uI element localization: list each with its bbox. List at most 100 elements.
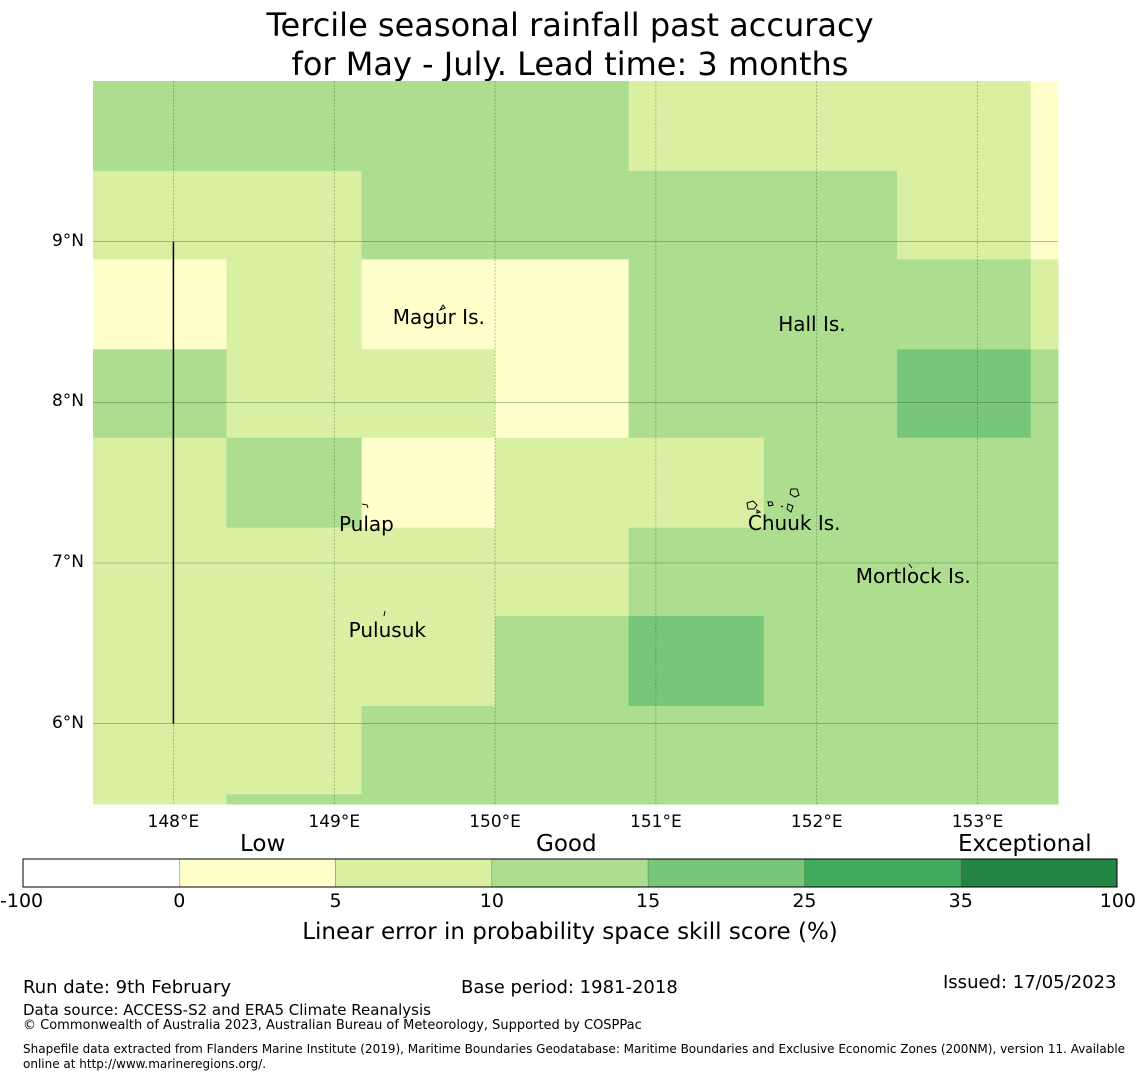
grid-cell: [763, 705, 898, 795]
grid-cell: [628, 81, 765, 172]
run-date: Run date: 9th February: [23, 977, 232, 998]
grid-cell: [763, 437, 898, 529]
grid-cell: [361, 794, 496, 805]
lon-tick-label: 151°E: [630, 812, 682, 832]
skill-grid: [93, 81, 1059, 805]
colorbar-tick-label: 25: [792, 890, 817, 912]
lat-tick-label: 7°N: [51, 552, 84, 572]
colorbar-segment: [23, 859, 180, 887]
grid-cell: [628, 616, 765, 707]
base-period: Base period: 1981-2018: [461, 977, 678, 998]
grid-cell: [897, 349, 1032, 439]
colorbar-segment: [647, 858, 805, 888]
grid-cell: [226, 81, 363, 172]
grid-cell: [763, 349, 898, 439]
lat-tick-label: 6°N: [51, 712, 84, 733]
island-label: Hall Is.: [778, 311, 846, 336]
grid-cell: [495, 81, 630, 172]
map-title-line1: Tercile seasonal rainfall past accuracy: [266, 6, 874, 44]
grid-cell: [897, 705, 1032, 795]
grid-cell: [897, 616, 1032, 707]
colorbar-axis-label: Linear error in probability space skill …: [302, 919, 838, 945]
grid-cell: [93, 794, 227, 805]
grid-cell: [1030, 259, 1059, 350]
island-label: Pulap: [338, 512, 394, 537]
grid-cell: [495, 794, 630, 805]
data-source: Data source: ACCESS-S2 and ERA5 Climate …: [23, 1001, 431, 1019]
grid-cell: [93, 170, 227, 260]
island-label: Mortlock Is.: [855, 563, 971, 588]
graticule: [93, 81, 1058, 804]
lon-tick-label: 153°E: [951, 812, 1004, 832]
grid-cell: [226, 170, 363, 260]
grid-cell: [628, 259, 765, 350]
grid-cell: [361, 349, 496, 439]
colorbar-segment: [491, 858, 649, 888]
grid-cell: [897, 81, 1032, 172]
grid-cell: [361, 616, 496, 707]
grid-cell: [93, 437, 227, 529]
grid-cell: [93, 349, 227, 439]
coastlines: [361, 304, 913, 617]
grid-cell: [1030, 170, 1059, 260]
colorbar-segment: [335, 858, 493, 888]
grid-cell: [628, 170, 765, 260]
grid-cell: [763, 616, 898, 707]
grid-cell: [763, 81, 898, 172]
grid-cell: [361, 527, 496, 617]
grid-cell: [763, 794, 898, 805]
lat-tick-label: 9°N: [51, 230, 84, 251]
grid-cell: [226, 616, 363, 707]
colorbar-tick-label: -100: [0, 890, 44, 912]
grid-cell: [897, 437, 1032, 529]
grid-cell: [1030, 81, 1059, 172]
island-label: Magur Is.: [392, 305, 485, 330]
colorbar-tick-label: 35: [948, 890, 973, 912]
grid-cell: [628, 349, 765, 439]
grid-cell: [897, 527, 1032, 617]
grid-cell: [361, 437, 496, 529]
colorbar-tick-label: 100: [1099, 890, 1136, 912]
category-low-label: Low: [240, 831, 286, 857]
lon-tick-label: 149°E: [308, 812, 361, 832]
grid-cell: [1030, 349, 1059, 439]
grid-cell: [1030, 437, 1059, 529]
grid-cell: [1030, 794, 1059, 805]
grid-cell: [226, 794, 363, 805]
shapefile-credit-line2: online at http://www.marineregions.org/.: [23, 1057, 267, 1071]
grid-cell: [495, 705, 630, 795]
grid-cell: [93, 259, 227, 350]
grid-cell: [226, 437, 363, 529]
lon-tick-label: 152°E: [790, 812, 843, 832]
lat-tick-label: 8°N: [51, 391, 84, 412]
grid-cell: [495, 437, 630, 529]
grid-cell: [628, 437, 765, 529]
grid-cell: [93, 527, 227, 617]
colorbar-tick-label: 0: [173, 890, 186, 912]
grid-cell: [226, 705, 363, 795]
grid-cell: [763, 527, 898, 617]
grid-cell: [495, 616, 630, 707]
grid-cell: [361, 170, 496, 260]
grid-cell: [763, 259, 898, 350]
grid-cell: [1030, 616, 1059, 707]
issued-date: Issued: 17/05/2023: [943, 972, 1117, 993]
map-title-line2: for May - July. Lead time: 3 months: [291, 45, 849, 83]
grid-cell: [93, 705, 227, 795]
grid-cell: [495, 349, 630, 439]
category-good-label: Good: [536, 831, 597, 857]
grid-cell: [361, 705, 496, 795]
shapefile-credit-line1: Shapefile data extracted from Flanders M…: [23, 1042, 1126, 1056]
colorbar-segment: [960, 858, 1118, 888]
grid-cell: [897, 794, 1032, 805]
grid-cell: [495, 527, 630, 617]
grid-cell: [1030, 527, 1059, 617]
grid-cell: [495, 259, 630, 350]
grid-cell: [628, 527, 765, 617]
island-label: Pulusuk: [348, 618, 426, 643]
grid-cell: [495, 170, 630, 260]
colorbar-tick-label: 10: [479, 890, 504, 912]
lon-tick-label: 148°E: [147, 812, 200, 832]
colorbar-tick-label: 15: [636, 890, 661, 912]
